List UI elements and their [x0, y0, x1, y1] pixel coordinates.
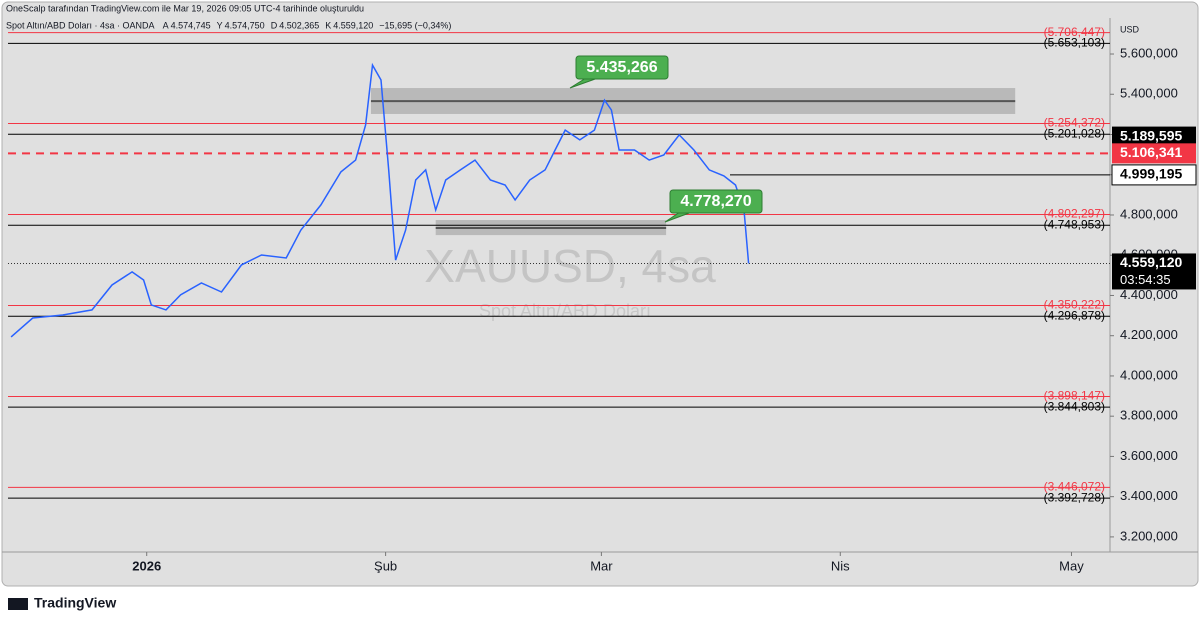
currency: USD: [1120, 24, 1140, 34]
price-line-series: [10, 62, 750, 338]
ohlc-key: A: [163, 20, 169, 30]
level-label: (3.392,728): [1044, 490, 1105, 504]
y-tick-label: 3.200,000: [1120, 528, 1178, 543]
level-label: (3.898,147): [1044, 389, 1105, 403]
price-tag: [1112, 253, 1196, 290]
level-label: (4.350,222): [1044, 298, 1105, 312]
y-tick-label: 5.400,000: [1120, 86, 1178, 101]
level-label: (3.844,803): [1044, 399, 1105, 413]
y-tick-label: 4.200,000: [1120, 327, 1178, 342]
price-tag-label: 4.559,120: [1120, 254, 1182, 270]
y-tick-label: 4.800,000: [1120, 206, 1178, 221]
level-label: (5.201,028): [1044, 126, 1105, 140]
x-tick-label: Nis: [831, 558, 850, 573]
ohlc-key: D: [271, 20, 278, 30]
price-tag: [1111, 164, 1197, 186]
watermark-sub: Spot Altın/ABD Doları: [479, 301, 651, 321]
price-tag: [1112, 143, 1196, 164]
change: −15,695 (−0,34%): [379, 20, 451, 30]
ohlc-key: Y: [217, 20, 223, 30]
watermark: XAUUSD, 4sa: [424, 240, 716, 292]
callout: [575, 55, 669, 80]
level-label: (4.296,878): [1044, 308, 1105, 322]
level-label: (5.706,447): [1044, 25, 1105, 39]
y-tick-label: 3.400,000: [1120, 488, 1178, 503]
level-label: (3.446,072): [1044, 480, 1105, 494]
callout: [669, 189, 763, 214]
price-tag-label: 4.999,195: [1120, 166, 1182, 182]
legend-row: Spot Altın/ABD Doları · 4sa · OANDA A 4.57…: [6, 20, 451, 30]
callout-label: 4.778,270: [680, 193, 751, 210]
ohlc-value: 4.574,745: [171, 20, 211, 30]
x-tick-label: Mar: [590, 558, 613, 573]
ohlc-value: 4.559,120: [333, 20, 373, 30]
symbol: Spot Altın/ABD Doları · 4sa · OANDA: [6, 20, 155, 30]
ohlc-value: 4.502,365: [279, 20, 319, 30]
callout-label: 5.435,266: [586, 59, 657, 76]
ohlc-value: 4.574,750: [225, 20, 265, 30]
x-tick-label: Şub: [374, 558, 397, 573]
y-tick-label: 4.400,000: [1120, 287, 1178, 302]
level-label: (5.653,103): [1044, 36, 1105, 50]
price-tag-label: 5.189,595: [1120, 127, 1182, 143]
level-label: (4.802,297): [1044, 207, 1105, 221]
y-tick-label: 3.600,000: [1120, 448, 1178, 463]
price-tag-label: 5.106,341: [1120, 144, 1182, 160]
footer-logo: TradingView: [34, 595, 116, 611]
y-tick-label: 4.000,000: [1120, 367, 1178, 382]
chart-frame: [1, 1, 1199, 587]
price-tag: [1112, 126, 1196, 147]
y-tick-label: 5.600,000: [1120, 45, 1178, 60]
level-label: (5.254,372): [1044, 116, 1105, 130]
ohlc-key: K: [325, 20, 331, 30]
countdown: 03:54:35: [1120, 272, 1171, 287]
x-tick-label: May: [1059, 558, 1084, 573]
x-tick-label: 2026: [132, 558, 161, 573]
y-tick-label: 3.800,000: [1120, 408, 1178, 423]
logo-icon: [8, 598, 28, 610]
level-label: (4.748,953): [1044, 217, 1105, 231]
credit: OneScalp tarafından TradingView.com ile …: [6, 3, 364, 13]
